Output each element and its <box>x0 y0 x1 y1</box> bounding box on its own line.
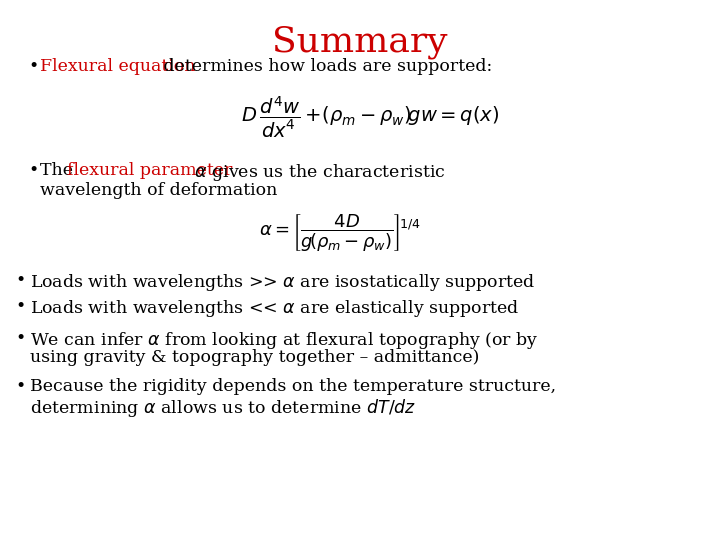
Text: Because the rigidity depends on the temperature structure,: Because the rigidity depends on the temp… <box>30 378 556 395</box>
Text: •: • <box>15 272 25 289</box>
Text: determines how loads are supported:: determines how loads are supported: <box>158 58 492 75</box>
Text: •: • <box>15 298 25 315</box>
Text: determining $\alpha$ allows us to determine $dT/dz$: determining $\alpha$ allows us to determ… <box>30 397 416 419</box>
Text: Flexural equation: Flexural equation <box>40 58 196 75</box>
Text: $D\,\dfrac{d^{4}w}{dx^{4}}+\!\left(\rho_{m}-\rho_{w}\right)\!gw=q(x)$: $D\,\dfrac{d^{4}w}{dx^{4}}+\!\left(\rho_… <box>240 95 499 140</box>
Text: Loads with wavelengths << $\alpha$ are elastically supported: Loads with wavelengths << $\alpha$ are e… <box>30 298 519 319</box>
Text: $\alpha$ gives us the characteristic: $\alpha$ gives us the characteristic <box>189 162 446 183</box>
Text: Summary: Summary <box>272 25 448 59</box>
Text: The: The <box>40 162 78 179</box>
Text: •: • <box>15 330 25 347</box>
Text: •: • <box>28 58 38 75</box>
Text: $\alpha = \left[\dfrac{4D}{g\!\left(\rho_{m}-\rho_{w}\right)}\right]^{\!1/4}$: $\alpha = \left[\dfrac{4D}{g\!\left(\rho… <box>259 212 421 253</box>
Text: Loads with wavelengths >> $\alpha$ are isostatically supported: Loads with wavelengths >> $\alpha$ are i… <box>30 272 536 293</box>
Text: •: • <box>15 378 25 395</box>
Text: flexural parameter: flexural parameter <box>67 162 233 179</box>
Text: using gravity & topography together – admittance): using gravity & topography together – ad… <box>30 349 480 366</box>
Text: wavelength of deformation: wavelength of deformation <box>40 182 277 199</box>
Text: We can infer $\alpha$ from looking at flexural topography (or by: We can infer $\alpha$ from looking at fl… <box>30 330 539 351</box>
Text: •: • <box>28 162 38 179</box>
